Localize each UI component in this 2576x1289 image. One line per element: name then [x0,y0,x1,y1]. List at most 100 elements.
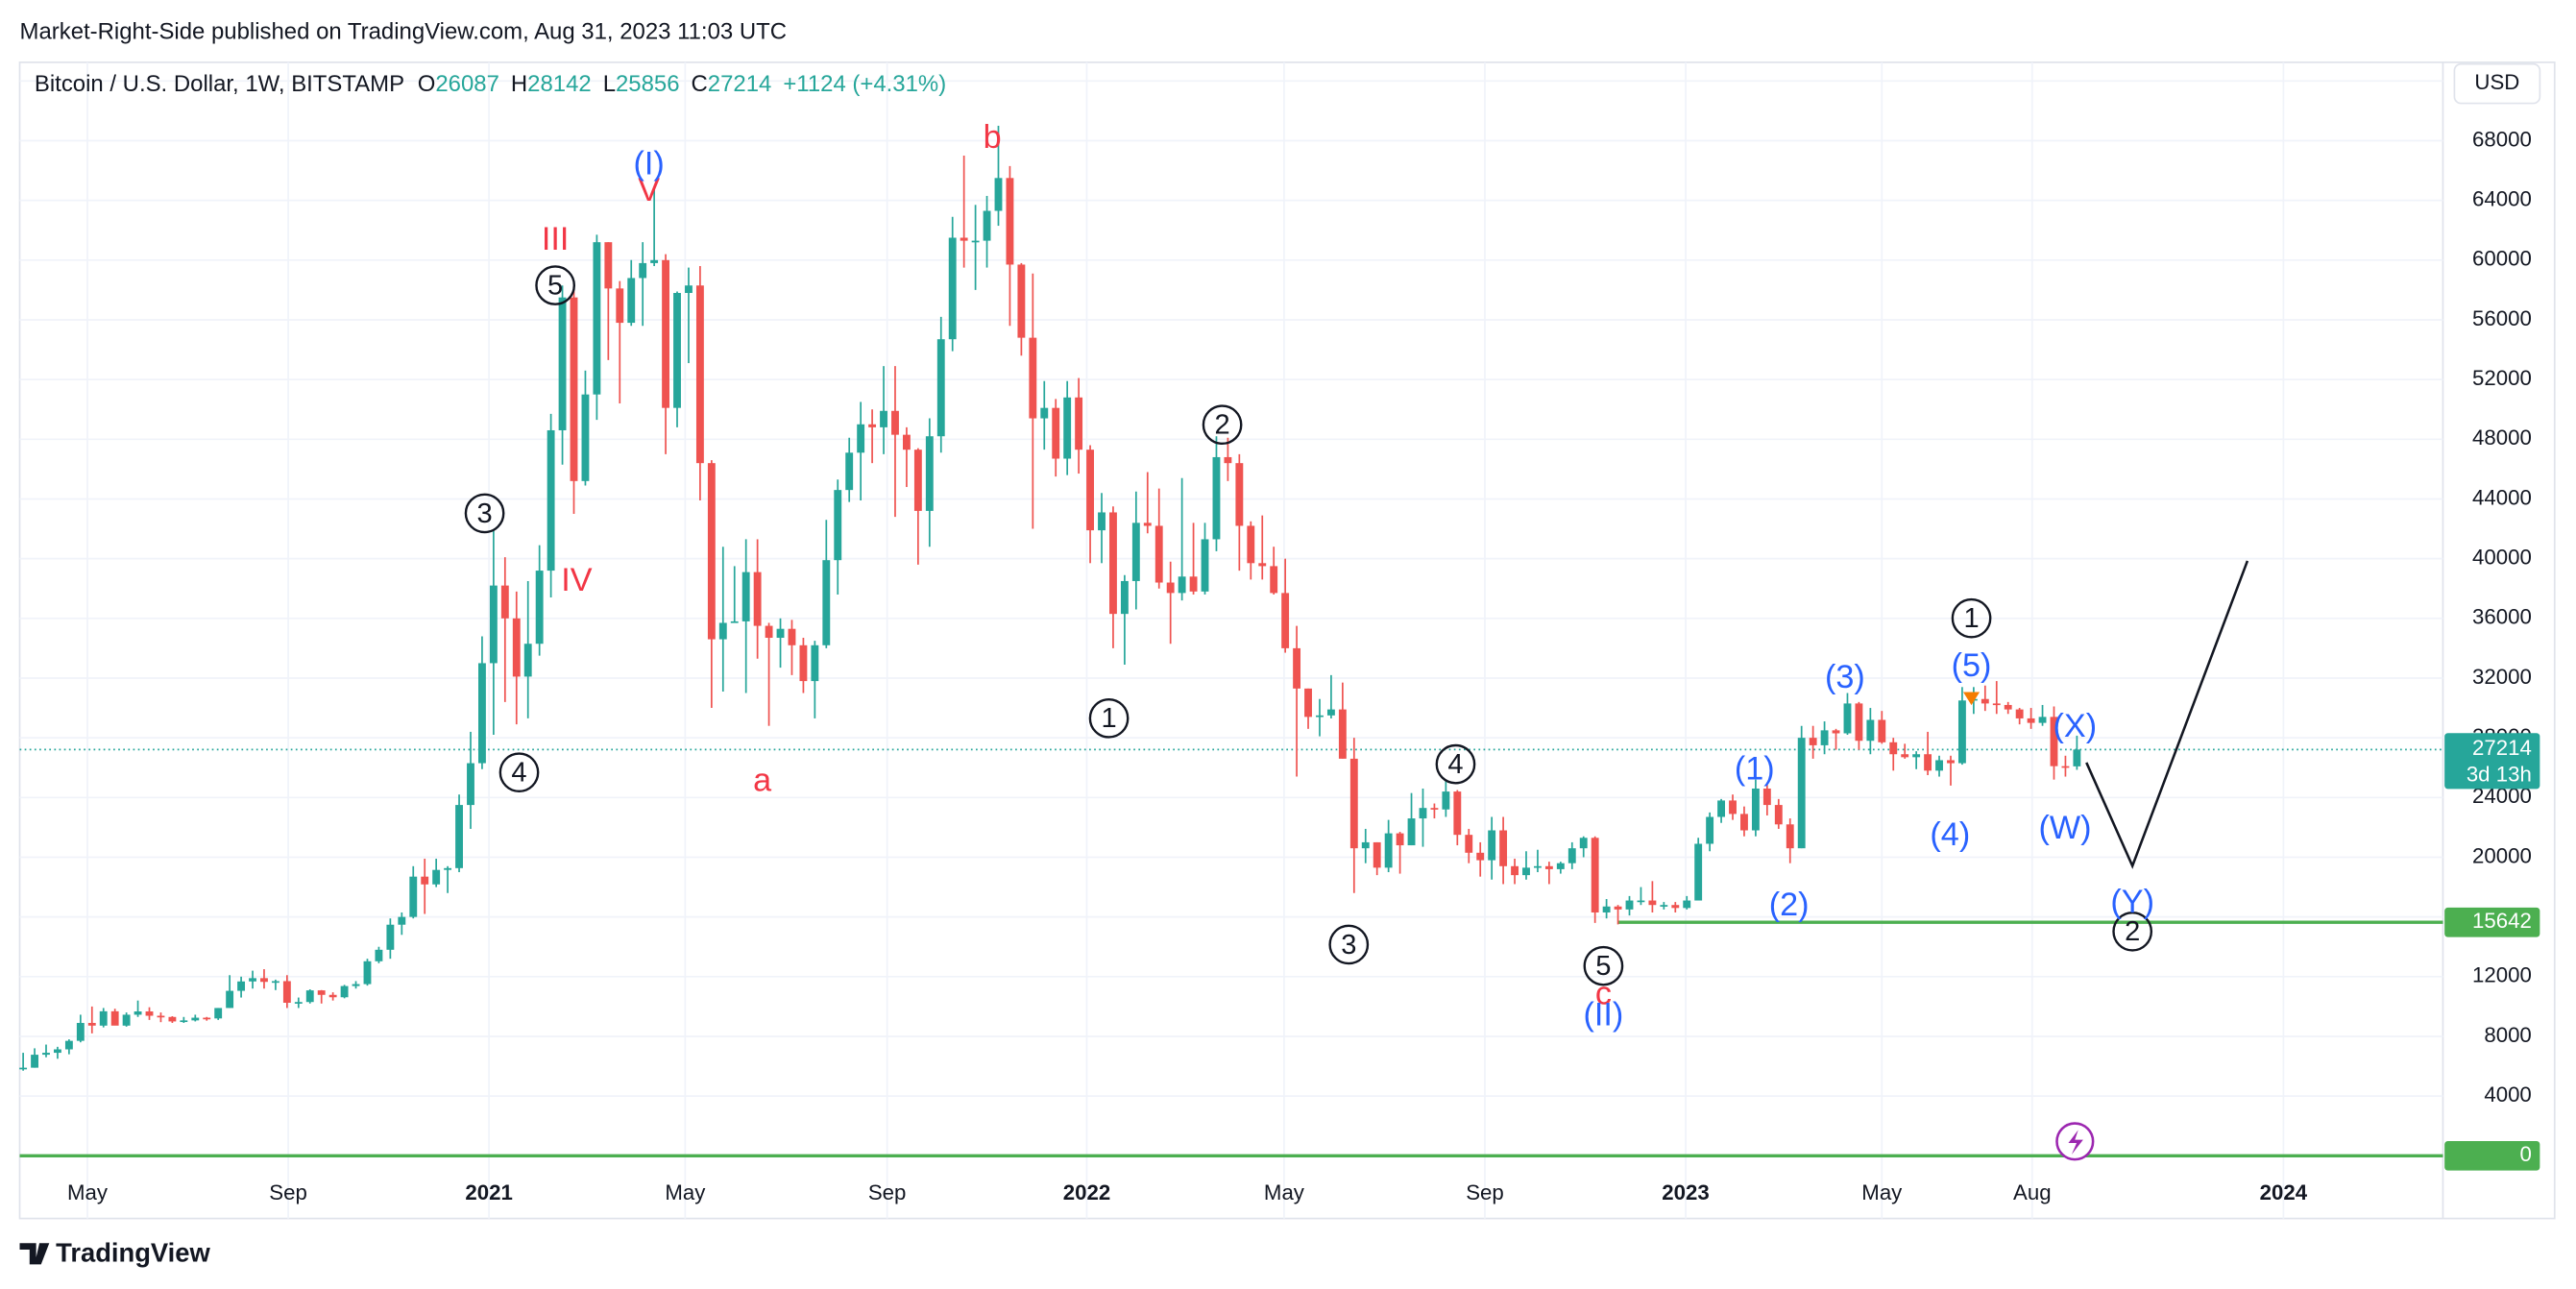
ohlc-prefix: O [418,71,436,97]
ohlc-prefix: L [603,71,616,97]
candle-body [1648,900,1657,906]
candle-body [880,410,887,427]
wave-label: IV [561,562,593,598]
candle-body [99,1010,108,1026]
candle-body [741,572,750,621]
candle-body [386,924,395,950]
candle-body [1361,841,1370,849]
wave-label: 3 [1341,930,1356,961]
wave-label: 2 [1214,410,1229,441]
candle-body [994,178,1003,211]
candle-body [639,262,647,279]
level-label-box [2444,907,2540,937]
wave-label: 4 [1447,749,1463,780]
candle-body [19,1067,28,1070]
candle-body [1671,905,1680,909]
wave-label: (3) [1825,659,1865,695]
wave-label: 5 [547,270,563,301]
change: +1124 (+4.31%) [783,71,946,97]
candle-body [616,288,624,324]
x-tick-label: 2021 [465,1180,512,1204]
legend-line: Bitcoin / U.S. Dollar, 1W, BITSTAMP O2608… [35,71,946,97]
wave-label: (II) [1584,997,1624,1034]
candle-body [1729,800,1737,815]
grid [19,61,2443,1219]
x-tick-label: Sep [868,1180,907,1204]
last-price-box [2444,733,2540,790]
wave-label: (W) [2039,810,2092,846]
candle-body [203,1017,211,1020]
currency-button[interactable] [2453,62,2541,105]
x-tick-label: 2022 [1063,1180,1110,1204]
candle-body [500,585,509,619]
candle-body [2027,717,2035,723]
candle-body [695,285,704,464]
wave-label: a [753,762,771,798]
candle-body [913,450,922,511]
candle-body [547,429,555,572]
candle-body [2061,766,2070,768]
candle-body [1166,582,1175,594]
wave-label: b [984,119,1002,156]
wave-circle [1951,597,1992,639]
wave-circle [1583,945,1624,986]
candle-body [1522,867,1530,876]
candle-body [1625,900,1634,910]
x-tick-label: 2023 [1662,1180,1709,1204]
candle-body [1637,900,1645,903]
wave-circle [2112,911,2153,952]
x-tick-label: Sep [1466,1180,1504,1204]
candle-body [1098,512,1106,531]
candle-body [64,1040,73,1050]
wave-label: 1 [1963,603,1979,634]
candle-body [1326,709,1335,716]
candle-body [718,622,727,640]
candle-body [1029,337,1037,419]
candle-body [1281,593,1290,648]
wave-circle [1202,404,1243,446]
candle-body [1751,788,1760,831]
candle-body [467,763,474,806]
candle-body [685,285,693,293]
candle-body [1878,719,1886,742]
candle-body [857,424,865,453]
x-tick-label: May [1861,1180,1903,1204]
y-tick-label: 32000 [2472,665,2532,689]
wave-circle [1435,743,1476,785]
y-tick-label: 52000 [2472,366,2532,390]
candle-body [157,1015,165,1018]
candle-body [1040,407,1049,419]
wave-label: 1 [1101,703,1116,734]
candle-body [1131,523,1140,581]
wave-label: (2) [1769,887,1810,923]
candle-body [294,1002,303,1004]
candle-body [282,981,291,1004]
candle-body [1820,730,1829,745]
y-tick-label: 12000 [2472,963,2532,987]
x-tick-label: 2024 [2260,1180,2308,1204]
wave-circle [1088,698,1130,739]
wave-label: III [542,221,570,257]
candle-body [1717,800,1726,817]
candle-body [2015,709,2024,718]
candle-body [1488,830,1496,861]
projection-path [2085,560,2249,869]
level-label: 0 [2519,1142,2531,1166]
candle-body [1912,754,1921,758]
x-tick-label: May [1264,1180,1305,1204]
candle-body [1453,791,1462,836]
candle-body [1544,865,1553,869]
candle-body [558,297,567,430]
candle-body [1235,463,1244,526]
candle-body [1660,905,1668,907]
candle-body [444,867,452,870]
candle-body [523,644,532,677]
candle-body [1534,865,1542,868]
legend: Bitcoin / U.S. Dollar, 1W, BITSTAMP O2608… [35,71,946,97]
candle-body [1511,865,1519,876]
wave-circle [1328,924,1370,965]
candle-body [432,869,441,885]
wave-label: c [1595,975,1612,1011]
candle-body [1740,814,1748,831]
